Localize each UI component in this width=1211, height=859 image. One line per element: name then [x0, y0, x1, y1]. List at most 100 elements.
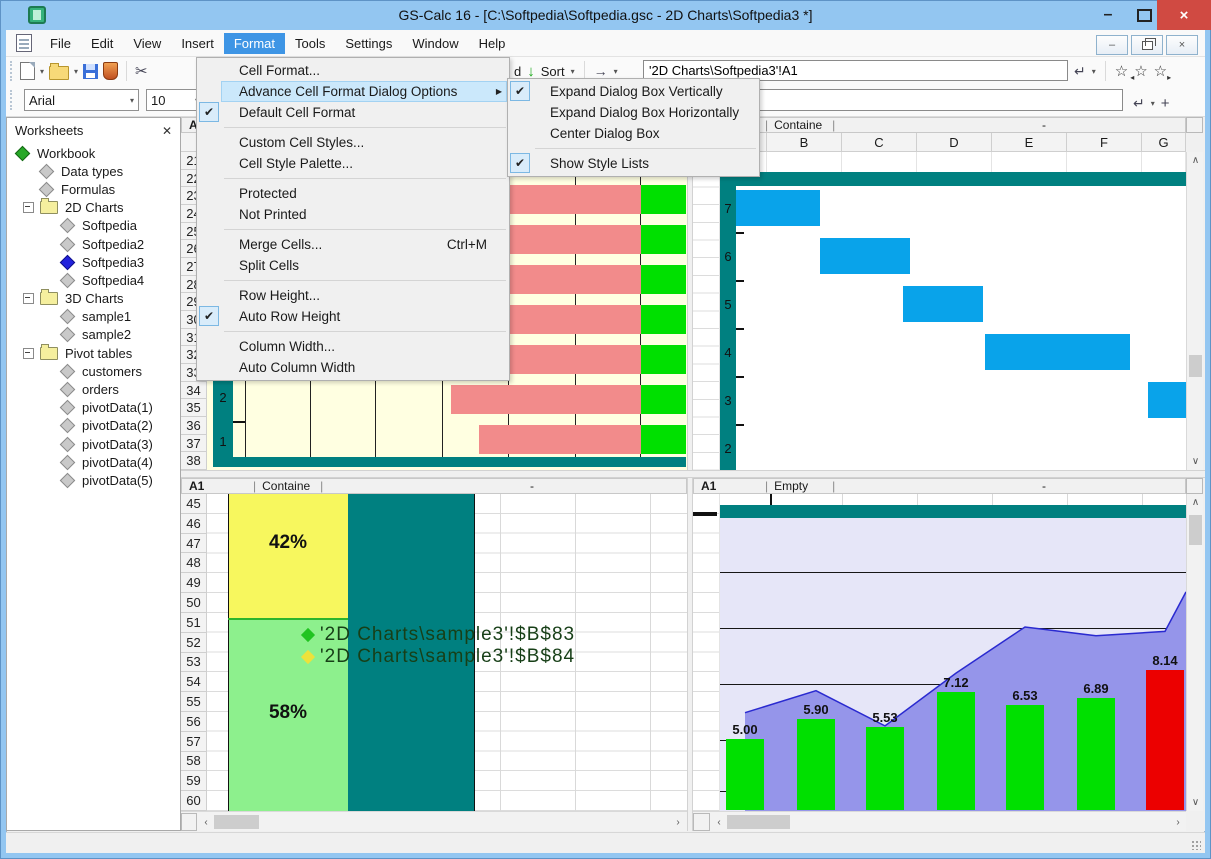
row-header-51[interactable]: 51 [181, 612, 206, 633]
row-header-50[interactable]: 50 [181, 593, 206, 613]
column-header-f[interactable]: F [1067, 133, 1142, 152]
tree-item-orders[interactable]: orders [7, 380, 180, 398]
menu-item-help[interactable]: Help [478, 35, 506, 51]
format-submenu-item-4[interactable]: ✔ Show Style Lists [508, 153, 759, 174]
format-menu-item-11[interactable]: Split Cells [197, 255, 509, 276]
tree-item-pivotdata-1-[interactable]: pivotData(1) [7, 399, 180, 417]
sort-dropdown-icon[interactable]: ▾ [570, 66, 575, 76]
format-menu-item-5[interactable]: Cell Style Palette... [197, 153, 509, 174]
bookmark-prev-icon[interactable]: ☆ ◂ [1130, 63, 1148, 82]
close-button[interactable]: × [1157, 0, 1211, 30]
name-box-input[interactable] [643, 60, 1068, 81]
tree-item-formulas[interactable]: Formulas [7, 180, 180, 198]
tree-item-pivot-tables[interactable]: Pivot tables [7, 343, 180, 362]
bookmark-next-icon[interactable]: ☆ ▸ [1153, 63, 1172, 82]
row-header-37[interactable]: 37 [181, 434, 206, 453]
scroll-down-icon[interactable]: ∨ [1191, 797, 1200, 808]
pane-split-box[interactable] [693, 813, 710, 831]
resize-grip-icon[interactable] [1191, 840, 1201, 850]
row-header-58[interactable]: 58 [181, 751, 206, 772]
tree-item-softpedia[interactable]: Softpedia [7, 217, 180, 235]
new-dropdown-icon[interactable]: ▾ [40, 66, 45, 76]
sort-arrow-icon[interactable]: ↓ [527, 62, 535, 80]
tree-expander-icon[interactable] [23, 293, 34, 305]
tree-item-softpedia2[interactable]: Softpedia2 [7, 235, 180, 253]
format-menu-item-0[interactable]: Cell Format... [197, 60, 509, 81]
format-menu-item-1[interactable]: Advance Cell Format Dialog Options ▶ [197, 81, 509, 102]
protect-icon[interactable] [103, 62, 119, 80]
tree-item-3d-charts[interactable]: 3D Charts [7, 289, 180, 308]
goto-dropdown-icon[interactable]: ▾ [613, 66, 618, 76]
scroll-down-icon[interactable]: ∨ [1191, 456, 1200, 467]
sort-button[interactable]: Sort [540, 63, 565, 79]
row-header-57[interactable]: 57 [181, 731, 206, 752]
tree-item-sample1[interactable]: sample1 [7, 308, 180, 326]
tree-item-data-types[interactable]: Data types [7, 162, 180, 180]
tree-item-workbook[interactable]: Workbook [7, 144, 180, 162]
row-header-53[interactable]: 53 [181, 652, 206, 673]
tree-item-2d-charts[interactable]: 2D Charts [7, 198, 180, 217]
horizontal-scrollbar[interactable]: ‹ › [181, 811, 687, 831]
open-dropdown-icon[interactable]: ▾ [74, 66, 79, 76]
row-header-45[interactable]: 45 [181, 494, 206, 514]
row-header-59[interactable]: 59 [181, 771, 206, 792]
pane-split-box[interactable] [1186, 117, 1203, 133]
formula-add-icon[interactable]: + [1160, 94, 1170, 112]
new-document-icon[interactable] [20, 62, 35, 80]
menu-item-file[interactable]: File [50, 35, 71, 51]
minimize-button[interactable]: – [1103, 6, 1113, 23]
row-header-56[interactable]: 56 [181, 711, 206, 732]
format-menu-item-2[interactable]: ✔ Default Cell Format [197, 102, 509, 123]
format-submenu-item-1[interactable]: Expand Dialog Box Horizontally [508, 102, 759, 123]
font-name-combo[interactable]: Arial ▾ [24, 89, 139, 111]
row-header-55[interactable]: 55 [181, 692, 206, 712]
menu-item-insert[interactable]: Insert [181, 35, 214, 51]
menu-item-view[interactable]: View [133, 35, 162, 51]
scroll-up-icon[interactable]: ∧ [1191, 155, 1200, 166]
row-header-46[interactable]: 46 [181, 513, 206, 534]
tree-item-pivotdata-2-[interactable]: pivotData(2) [7, 417, 180, 435]
menu-item-settings[interactable]: Settings [345, 35, 393, 51]
pane-split-box[interactable] [181, 813, 197, 831]
tree-item-pivotdata-3-[interactable]: pivotData(3) [7, 435, 180, 453]
row-header-47[interactable]: 47 [181, 533, 206, 554]
column-header-d[interactable]: D [917, 133, 992, 152]
format-menu-item-4[interactable]: Custom Cell Styles... [197, 132, 509, 153]
menu-item-edit[interactable]: Edit [90, 35, 114, 51]
tree-item-pivotdata-4-[interactable]: pivotData(4) [7, 453, 180, 471]
column-header-c[interactable]: C [842, 133, 917, 152]
scroll-right-icon[interactable]: › [676, 816, 680, 828]
tree-item-pivotdata-5-[interactable]: pivotData(5) [7, 471, 180, 489]
pane-split-box[interactable] [1186, 478, 1203, 494]
menu-item-window[interactable]: Window [412, 35, 459, 51]
format-submenu-item-2[interactable]: Center Dialog Box [508, 123, 759, 144]
row-header-60[interactable]: 60 [181, 791, 206, 811]
enter-dropdown-icon[interactable]: ▾ [1091, 66, 1096, 76]
row-header-54[interactable]: 54 [181, 672, 206, 693]
goto-arrow-icon[interactable]: → [593, 63, 608, 79]
bookmark-star-icon[interactable]: ☆ [1114, 63, 1129, 80]
cut-scissors-icon[interactable]: ✂ [135, 63, 148, 80]
tree-item-softpedia4[interactable]: Softpedia4 [7, 271, 180, 289]
scrollbar-thumb[interactable] [727, 815, 790, 829]
scroll-left-icon[interactable]: ‹ [204, 816, 208, 828]
save-icon[interactable] [83, 63, 99, 79]
format-menu-item-7[interactable]: Protected [197, 183, 509, 204]
formula-enter-icon[interactable]: ↵ [1133, 94, 1145, 111]
row-header-52[interactable]: 52 [181, 632, 206, 653]
scrollbar-thumb[interactable] [1189, 515, 1202, 545]
format-submenu-item-0[interactable]: ✔ Expand Dialog Box Vertically [508, 81, 759, 102]
horizontal-pane-splitter[interactable] [181, 470, 1205, 478]
tree-item-customers[interactable]: customers [7, 362, 180, 380]
scroll-right-icon[interactable]: › [1176, 816, 1180, 828]
row-header-35[interactable]: 35 [181, 399, 206, 418]
format-menu-item-14[interactable]: ✔ Auto Row Height [197, 306, 509, 327]
column-header-b[interactable]: B [767, 133, 842, 152]
open-folder-icon[interactable] [49, 62, 70, 80]
scroll-up-icon[interactable]: ∧ [1191, 497, 1200, 508]
scrollbar-thumb[interactable] [1189, 355, 1202, 377]
mdi-minimize-button[interactable]: – [1096, 35, 1128, 55]
scrollbar-thumb[interactable] [214, 815, 259, 829]
toolbar-grip[interactable] [10, 90, 14, 110]
format-menu-item-17[interactable]: Auto Column Width [197, 357, 509, 378]
